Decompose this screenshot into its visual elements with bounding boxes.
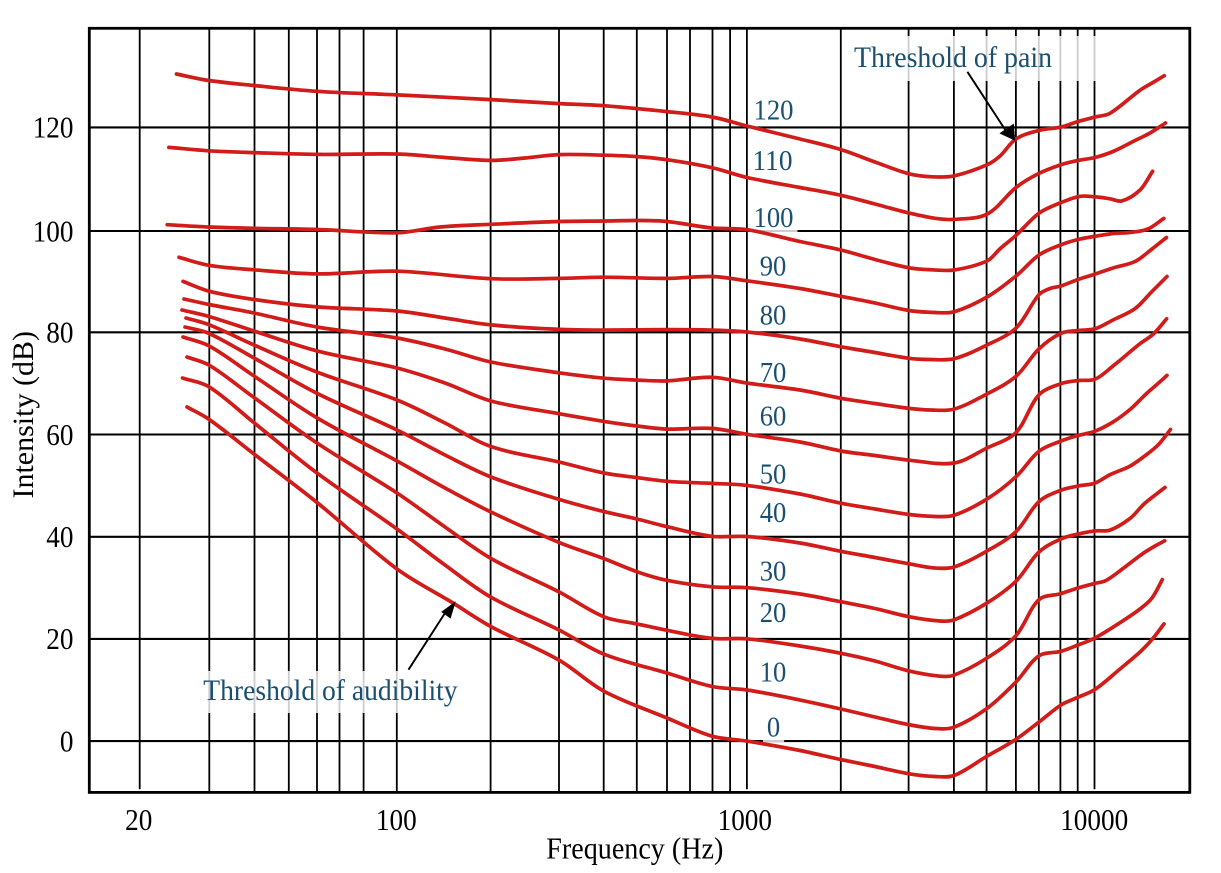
svg-text:110: 110	[753, 145, 793, 177]
svg-text:20: 20	[760, 597, 787, 629]
svg-text:60: 60	[46, 417, 73, 452]
svg-text:30: 30	[760, 555, 787, 587]
svg-text:0: 0	[60, 723, 74, 758]
svg-text:90: 90	[760, 251, 787, 283]
svg-text:100: 100	[754, 202, 794, 234]
svg-text:Frequency (Hz): Frequency (Hz)	[546, 831, 723, 866]
svg-text:100: 100	[376, 802, 417, 837]
svg-text:10: 10	[760, 657, 787, 689]
svg-text:80: 80	[760, 300, 787, 332]
svg-text:0: 0	[767, 711, 780, 743]
svg-text:Threshold of audibility: Threshold of audibility	[203, 674, 457, 707]
svg-text:120: 120	[754, 94, 794, 126]
svg-text:100: 100	[33, 213, 74, 248]
svg-text:Threshold of pain: Threshold of pain	[854, 41, 1052, 74]
svg-text:50: 50	[760, 458, 787, 490]
svg-text:10000: 10000	[1060, 802, 1128, 837]
svg-text:20: 20	[46, 621, 73, 656]
svg-text:120: 120	[33, 110, 74, 145]
svg-text:1000: 1000	[718, 802, 772, 837]
svg-text:40: 40	[46, 519, 73, 554]
svg-text:40: 40	[760, 497, 787, 529]
svg-text:80: 80	[46, 315, 73, 350]
svg-text:20: 20	[125, 802, 152, 837]
svg-text:60: 60	[760, 401, 787, 433]
svg-text:70: 70	[760, 357, 787, 389]
svg-text:Intensity (dB): Intensity (dB)	[7, 331, 40, 498]
